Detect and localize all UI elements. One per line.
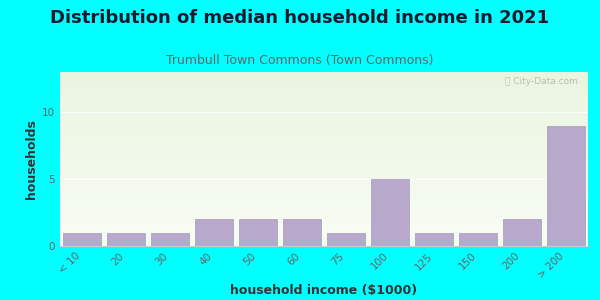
Bar <box>151 232 188 246</box>
Y-axis label: households: households <box>25 119 38 199</box>
Bar <box>547 125 584 246</box>
Bar <box>371 179 409 246</box>
Text: ⓘ City-Data.com: ⓘ City-Data.com <box>505 77 577 86</box>
Bar <box>460 232 497 246</box>
Bar <box>107 232 145 246</box>
Bar <box>328 232 365 246</box>
Text: Trumbull Town Commons (Town Commons): Trumbull Town Commons (Town Commons) <box>166 54 434 67</box>
Bar <box>283 219 320 246</box>
Text: Distribution of median household income in 2021: Distribution of median household income … <box>50 9 550 27</box>
X-axis label: household income ($1000): household income ($1000) <box>230 284 418 298</box>
Bar <box>239 219 277 246</box>
Bar <box>503 219 541 246</box>
Bar <box>64 232 101 246</box>
Bar <box>196 219 233 246</box>
Bar <box>415 232 453 246</box>
